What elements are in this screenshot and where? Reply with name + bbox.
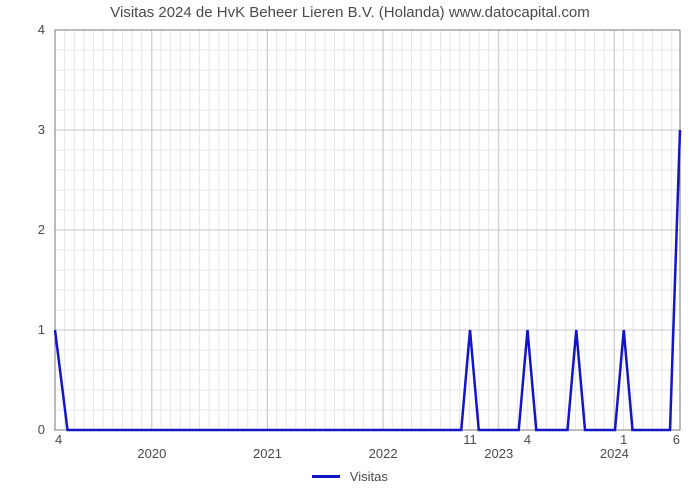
y-tick-label: 4 (38, 22, 45, 37)
x-data-label: 4 (524, 432, 531, 447)
legend: Visitas (0, 468, 700, 484)
x-tick-label: 2022 (369, 446, 398, 461)
series-line (55, 130, 680, 430)
x-tick-label: 2020 (137, 446, 166, 461)
x-tick-label: 2024 (600, 446, 629, 461)
x-tick-label: 2021 (253, 446, 282, 461)
y-tick-label: 1 (38, 322, 45, 337)
legend-label: Visitas (350, 469, 388, 484)
x-data-label: 1 (620, 432, 627, 447)
chart-container: Visitas 2024 de HvK Beheer Lieren B.V. (… (0, 0, 700, 500)
x-tick-label: 2023 (484, 446, 513, 461)
legend-swatch (312, 475, 340, 478)
y-tick-label: 0 (38, 422, 45, 437)
y-tick-label: 3 (38, 122, 45, 137)
chart-plot: 2020 2021 2022 2023 2024 0 1 2 3 4 4 11 4 1 6 (0, 0, 700, 500)
x-data-label: 4 (55, 432, 62, 447)
y-tick-label: 2 (38, 222, 45, 237)
x-data-label: 11 (463, 432, 477, 447)
x-data-label: 6 (673, 432, 680, 447)
